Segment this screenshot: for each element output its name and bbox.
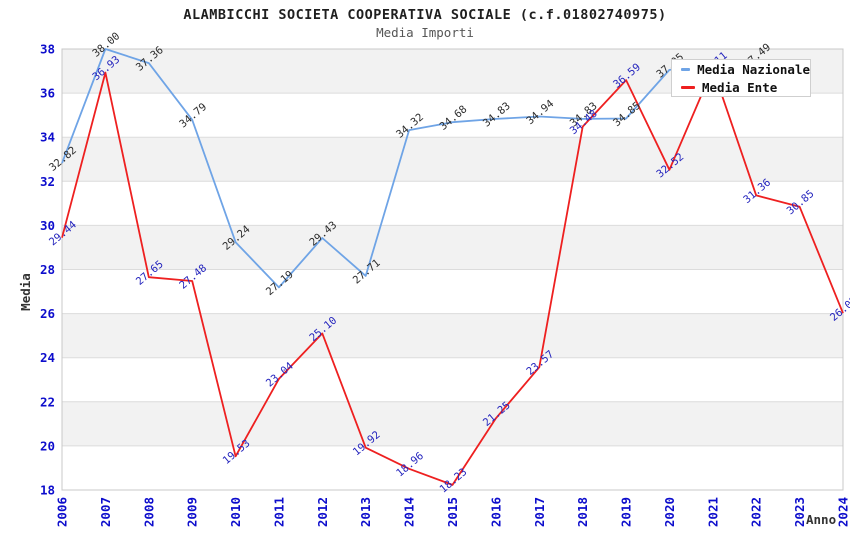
data-label: 34.68 xyxy=(438,103,470,133)
x-tick-label: 2021 xyxy=(705,497,720,527)
y-axis-title: Media xyxy=(18,273,33,311)
legend-line-icon xyxy=(681,85,695,89)
y-tick-label: 30 xyxy=(40,218,55,233)
x-tick-label: 2024 xyxy=(836,497,850,527)
legend-item-media-nazionale: Media Nazionale xyxy=(681,62,810,77)
data-label: 34.32 xyxy=(394,111,426,141)
x-tick-label: 2008 xyxy=(141,497,156,527)
data-label: 30.85 xyxy=(785,188,817,218)
y-tick-label: 24 xyxy=(40,350,55,365)
y-tick-label: 36 xyxy=(40,86,55,101)
legend-line-icon xyxy=(681,67,691,71)
x-tick-label: 2010 xyxy=(228,497,243,527)
x-tick-label: 2012 xyxy=(315,497,330,527)
x-tick-label: 2015 xyxy=(445,497,460,527)
x-tick-label: 2016 xyxy=(488,497,503,527)
plot-band xyxy=(62,225,843,270)
plot-band xyxy=(62,313,843,358)
x-tick-label: 2018 xyxy=(575,497,590,527)
series-line-media-nazionale xyxy=(61,48,757,289)
x-tick-label: 2006 xyxy=(55,497,70,527)
data-label: 27.19 xyxy=(264,269,296,299)
x-axis-title: Anno xyxy=(806,512,836,527)
y-tick-label: 34 xyxy=(40,130,55,145)
y-tick-label: 18 xyxy=(40,483,55,498)
y-tick-label: 20 xyxy=(40,438,55,453)
chart-subtitle: Media Importi xyxy=(376,25,474,40)
x-tick-label: 2023 xyxy=(792,497,807,527)
data-label: 34.85 xyxy=(611,100,643,130)
x-tick-label: 2007 xyxy=(98,497,113,527)
y-tick-label: 32 xyxy=(40,174,55,189)
legend: Media Nazionale Media Ente xyxy=(671,59,811,97)
plot-band xyxy=(62,137,843,182)
x-tick-label: 2013 xyxy=(358,497,373,527)
y-tick-label: 22 xyxy=(40,394,55,409)
plot-band xyxy=(62,401,843,446)
x-axis-ticks: 2006 2007 2008 2009 2010 2011 2012 2013 2014 2015… xyxy=(55,497,850,527)
y-tick-label: 28 xyxy=(40,262,55,277)
data-label: 34.94 xyxy=(524,98,556,128)
chart-title: ALAMBICCHI SOCIETA COOPERATIVA SOCIALE (… xyxy=(183,7,667,23)
x-tick-label: 2014 xyxy=(402,497,417,527)
legend-item-label: Media Ente xyxy=(702,79,778,95)
data-label: 23.04 xyxy=(264,360,296,390)
y-tick-label: 38 xyxy=(40,42,55,57)
plot-bands xyxy=(62,49,843,446)
x-tick-label: 2020 xyxy=(662,497,677,527)
y-tick-label: 26 xyxy=(40,306,55,321)
plot-frame xyxy=(61,48,844,491)
y-axis-ticks: 18 20 22 24 26 28 30 32 34 36 38 xyxy=(40,42,55,498)
legend-item-label: Media Nazionale xyxy=(697,61,810,77)
legend-item-media-ente: Media Ente xyxy=(681,80,810,95)
x-tick-label: 2017 xyxy=(532,497,547,527)
data-label: 34.83 xyxy=(481,100,513,130)
data-label: 26.02 xyxy=(828,294,850,324)
x-tick-label: 2009 xyxy=(185,497,200,527)
x-tick-label: 2022 xyxy=(749,497,764,527)
x-tick-label: 2019 xyxy=(619,497,634,527)
x-tick-label: 2011 xyxy=(271,497,286,527)
